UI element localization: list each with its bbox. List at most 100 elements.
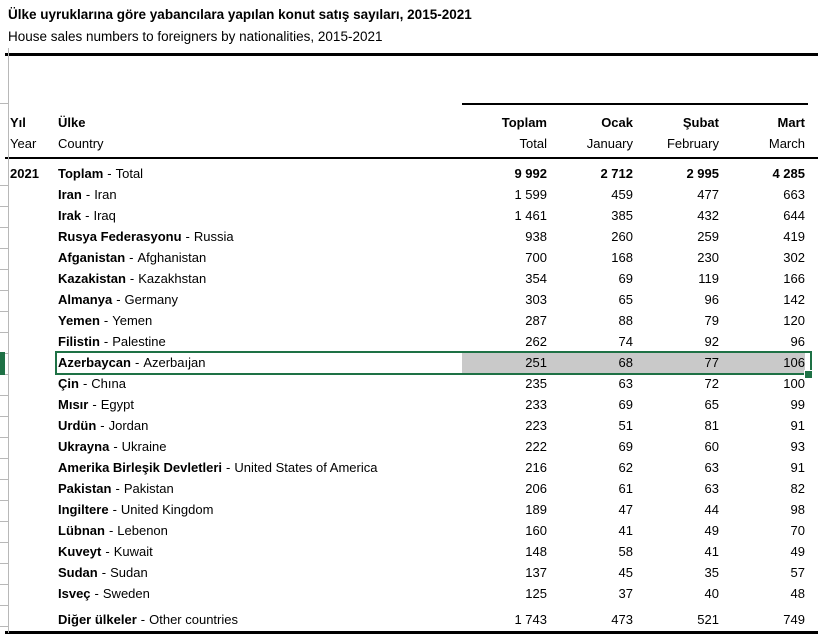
- february-cell[interactable]: 432: [697, 208, 719, 223]
- country-cell[interactable]: Ukrayna - Ukraine: [58, 436, 462, 457]
- february-cell[interactable]: 60: [704, 439, 719, 454]
- year-cell[interactable]: [10, 609, 58, 630]
- january-cell[interactable]: 473: [611, 612, 633, 627]
- total-cell[interactable]: 206: [525, 481, 547, 496]
- column-header-january[interactable]: January: [586, 136, 633, 151]
- total-cell[interactable]: 9 992: [514, 166, 547, 181]
- march-cell[interactable]: 93: [790, 439, 805, 454]
- march-cell[interactable]: 419: [783, 229, 805, 244]
- column-header-february[interactable]: February: [666, 136, 719, 151]
- year-cell[interactable]: [10, 415, 58, 436]
- country-cell[interactable]: Isveç - Sweden: [58, 583, 462, 604]
- total-cell[interactable]: 354: [525, 271, 547, 286]
- total-cell[interactable]: 216: [525, 460, 547, 475]
- year-cell[interactable]: [10, 499, 58, 520]
- january-cell[interactable]: 62: [618, 460, 633, 475]
- total-cell[interactable]: 700: [525, 250, 547, 265]
- country-cell[interactable]: Amerika Birleşik Devletleri - United State…: [58, 457, 462, 478]
- country-cell[interactable]: Lübnan - Lebenon: [58, 520, 462, 541]
- february-cell[interactable]: 44: [704, 502, 719, 517]
- january-cell[interactable]: 61: [618, 481, 633, 496]
- february-cell[interactable]: 230: [697, 250, 719, 265]
- column-header-ocak[interactable]: Ocak: [601, 115, 633, 130]
- year-cell[interactable]: [10, 457, 58, 478]
- column-header-march[interactable]: March: [768, 136, 805, 151]
- february-cell[interactable]: 521: [697, 612, 719, 627]
- total-cell[interactable]: 1 461: [514, 208, 547, 223]
- total-cell[interactable]: 303: [525, 292, 547, 307]
- country-cell[interactable]: Irak - Iraq: [58, 205, 462, 226]
- fill-handle[interactable]: [804, 370, 813, 379]
- march-cell[interactable]: 644: [783, 208, 805, 223]
- january-cell[interactable]: 63: [618, 376, 633, 391]
- february-cell[interactable]: 41: [704, 544, 719, 559]
- country-cell[interactable]: Ingiltere - United Kingdom: [58, 499, 462, 520]
- march-cell[interactable]: 106: [719, 352, 805, 373]
- january-cell[interactable]: 58: [618, 544, 633, 559]
- march-cell[interactable]: 100: [783, 376, 805, 391]
- january-cell[interactable]: 41: [618, 523, 633, 538]
- february-cell[interactable]: 259: [697, 229, 719, 244]
- january-cell[interactable]: 65: [618, 292, 633, 307]
- march-cell[interactable]: 99: [790, 397, 805, 412]
- column-header-year[interactable]: Year: [10, 136, 37, 151]
- total-cell[interactable]: 251: [462, 352, 547, 373]
- total-cell[interactable]: 222: [525, 439, 547, 454]
- january-cell[interactable]: 168: [611, 250, 633, 265]
- year-cell[interactable]: [10, 289, 58, 310]
- january-cell[interactable]: 68: [547, 352, 633, 373]
- column-header-ulke[interactable]: Ülke: [58, 115, 86, 130]
- column-header-subat[interactable]: Şubat: [682, 115, 719, 130]
- march-cell[interactable]: 663: [783, 187, 805, 202]
- january-cell[interactable]: 69: [618, 397, 633, 412]
- column-header-toplam[interactable]: Toplam: [501, 115, 547, 130]
- country-cell[interactable]: Kuveyt - Kuwait: [58, 541, 462, 562]
- january-cell[interactable]: 459: [611, 187, 633, 202]
- march-cell[interactable]: 749: [783, 612, 805, 627]
- total-cell[interactable]: 160: [525, 523, 547, 538]
- march-cell[interactable]: 91: [790, 460, 805, 475]
- year-cell[interactable]: [10, 226, 58, 247]
- country-cell[interactable]: Afganistan - Afghanistan: [58, 247, 462, 268]
- total-cell[interactable]: 1 743: [514, 612, 547, 627]
- january-cell[interactable]: 260: [611, 229, 633, 244]
- year-cell[interactable]: [10, 562, 58, 583]
- march-cell[interactable]: 48: [790, 586, 805, 601]
- year-cell[interactable]: [10, 541, 58, 562]
- country-cell[interactable]: Rusya Federasyonu - Russia: [58, 226, 462, 247]
- march-cell[interactable]: 120: [783, 313, 805, 328]
- year-cell[interactable]: [10, 583, 58, 604]
- year-cell[interactable]: [10, 373, 58, 394]
- country-cell[interactable]: Diğer ülkeler - Other countries: [58, 609, 462, 630]
- year-cell[interactable]: 2021: [10, 166, 39, 181]
- march-cell[interactable]: 166: [783, 271, 805, 286]
- march-cell[interactable]: 57: [790, 565, 805, 580]
- january-cell[interactable]: 69: [618, 271, 633, 286]
- year-cell[interactable]: [10, 310, 58, 331]
- total-cell[interactable]: 938: [525, 229, 547, 244]
- february-cell[interactable]: 40: [704, 586, 719, 601]
- february-cell[interactable]: 77: [633, 352, 719, 373]
- january-cell[interactable]: 2 712: [600, 166, 633, 181]
- country-cell[interactable]: Pakistan - Pakistan: [58, 478, 462, 499]
- march-cell[interactable]: 96: [790, 334, 805, 349]
- march-cell[interactable]: 70: [790, 523, 805, 538]
- february-cell[interactable]: 49: [704, 523, 719, 538]
- country-cell[interactable]: Urdün - Jordan: [58, 415, 462, 436]
- february-cell[interactable]: 119: [698, 271, 719, 286]
- country-cell[interactable]: Çin - Chına: [58, 373, 462, 394]
- total-cell[interactable]: 137: [525, 565, 547, 580]
- country-cell[interactable]: Mısır - Egypt: [58, 394, 462, 415]
- march-cell[interactable]: 4 285: [772, 166, 805, 181]
- country-cell[interactable]: Azerbaycan - Azerbaıjan: [58, 352, 462, 373]
- january-cell[interactable]: 51: [618, 418, 633, 433]
- country-cell[interactable]: Kazakistan - Kazakhstan: [58, 268, 462, 289]
- column-header-total[interactable]: Total: [519, 136, 547, 151]
- country-cell[interactable]: Sudan - Sudan: [58, 562, 462, 583]
- february-cell[interactable]: 79: [704, 313, 719, 328]
- country-cell[interactable]: Iran - Iran: [58, 184, 462, 205]
- january-cell[interactable]: 37: [618, 586, 633, 601]
- year-cell[interactable]: [10, 247, 58, 268]
- total-cell[interactable]: 223: [525, 418, 547, 433]
- total-cell[interactable]: 287: [525, 313, 547, 328]
